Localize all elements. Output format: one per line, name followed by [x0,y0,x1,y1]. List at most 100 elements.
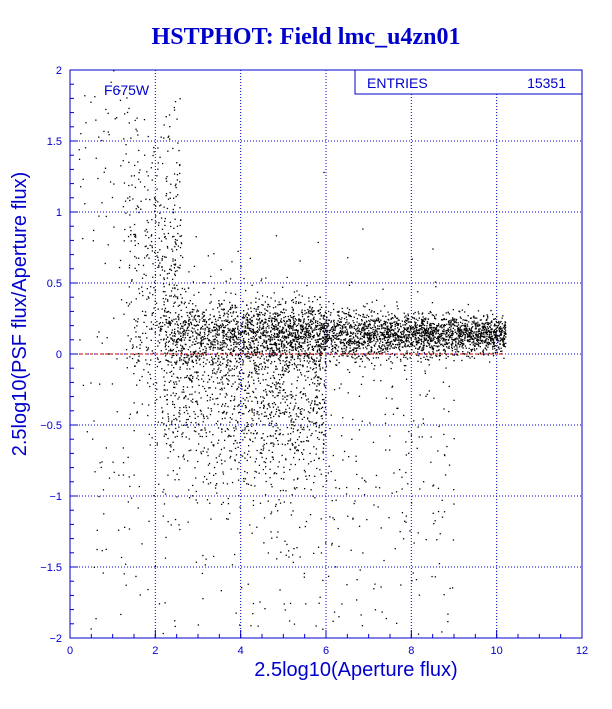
data-point [217,427,220,429]
data-point [273,377,276,380]
data-point [265,340,268,343]
data-point [488,336,490,338]
data-point [264,362,266,364]
data-point [235,428,237,430]
data-point [503,343,505,346]
data-point [203,335,206,337]
data-point [253,337,255,339]
data-point [460,338,462,340]
data-point [238,336,240,339]
data-point [136,130,138,132]
data-point [265,309,268,311]
data-point [145,255,148,257]
data-point [483,331,485,334]
data-point [123,182,126,184]
data-point [150,235,152,237]
data-point [386,330,388,332]
data-point [295,337,297,339]
data-point [401,330,403,333]
data-point [352,349,354,351]
data-point [418,317,420,319]
data-point [243,330,245,332]
data-point [200,451,202,453]
data-point [295,349,297,351]
data-point [317,383,319,385]
data-point [384,327,386,329]
data-point [323,318,325,320]
data-point [214,387,217,389]
data-point [390,335,392,337]
data-point [179,264,181,266]
data-point [479,346,481,348]
data-point [478,345,480,347]
data-point [197,324,200,326]
data-point [216,333,219,335]
data-point [243,332,245,335]
data-point [249,395,251,398]
data-point [274,354,276,356]
data-point [131,280,133,282]
data-point [167,232,170,235]
data-point [356,341,359,344]
data-point [471,349,473,351]
data-point [387,328,389,330]
data-point [232,350,234,352]
data-point [419,334,421,337]
data-point [301,335,303,338]
data-point [415,341,418,344]
data-point [444,352,446,354]
data-point [290,327,293,329]
data-point [361,343,363,346]
data-point [244,327,246,329]
data-point [499,327,501,330]
data-point [490,339,492,341]
data-point [337,314,339,316]
data-point [434,328,436,330]
data-point [174,331,176,333]
data-point [436,330,439,332]
data-point [475,322,477,324]
data-point [347,313,349,315]
data-point [190,379,192,381]
data-point [338,338,340,340]
data-point [476,343,478,346]
data-point [393,330,395,332]
data-point [177,377,179,379]
data-point [264,346,266,349]
data-point [455,331,457,333]
data-point [442,345,445,347]
data-point [345,348,347,350]
data-point [401,341,403,344]
data-point [292,334,294,336]
data-point [357,329,359,332]
data-point [275,343,278,345]
data-point [350,315,352,318]
data-point [435,328,437,330]
data-point [166,399,168,401]
data-point [256,291,259,293]
data-point [307,312,309,314]
data-point [438,338,440,341]
data-point [417,319,419,322]
data-point [180,340,183,342]
data-point [187,355,189,357]
data-point [217,348,219,350]
data-point [471,321,473,323]
data-point [313,318,315,320]
data-point [351,354,353,356]
data-point [305,395,307,397]
data-point [305,334,307,336]
data-point [387,341,389,343]
data-point [325,306,327,308]
data-point [189,339,191,341]
data-point [82,384,85,386]
data-point [452,319,454,321]
data-point [430,331,432,333]
data-point [231,305,233,307]
data-point [213,358,216,360]
data-point [299,346,301,348]
data-point [216,327,218,329]
data-point [182,456,184,458]
data-point [380,324,382,326]
data-point [245,356,247,358]
